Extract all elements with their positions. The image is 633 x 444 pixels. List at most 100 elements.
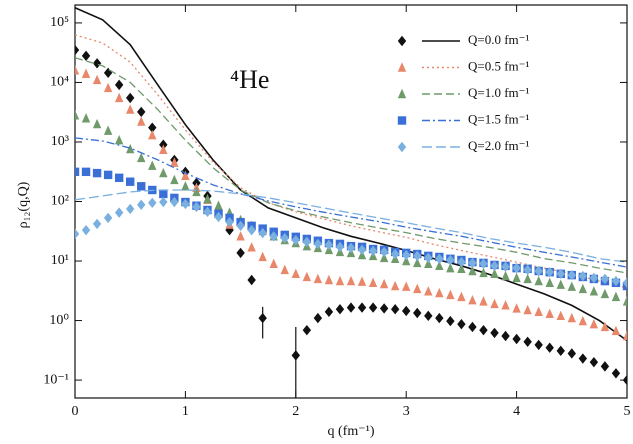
marker <box>126 143 135 154</box>
marker <box>346 275 356 286</box>
marker <box>512 272 521 283</box>
marker <box>424 310 433 322</box>
marker <box>148 129 157 140</box>
marker <box>435 287 444 298</box>
marker <box>402 281 411 291</box>
marker <box>490 260 499 272</box>
marker <box>545 342 554 353</box>
marker <box>424 258 433 268</box>
marker <box>402 255 411 266</box>
marker <box>192 186 201 197</box>
marker <box>247 242 256 252</box>
marker <box>159 167 168 178</box>
y-tick-label: 10³ <box>51 134 69 149</box>
marker <box>225 224 234 236</box>
marker <box>335 304 345 315</box>
marker <box>512 303 521 313</box>
marker <box>545 308 554 318</box>
marker <box>402 305 411 317</box>
marker <box>92 118 102 129</box>
curve <box>75 34 627 289</box>
marker <box>181 198 190 210</box>
marker <box>622 281 627 291</box>
marker <box>479 324 488 336</box>
marker <box>313 238 323 250</box>
marker <box>435 260 444 271</box>
marker <box>92 168 102 178</box>
marker <box>368 302 378 313</box>
curve <box>75 189 627 263</box>
marker <box>490 268 499 279</box>
marker <box>137 152 146 163</box>
marker <box>75 228 80 240</box>
marker <box>556 345 565 357</box>
marker <box>114 207 124 218</box>
marker <box>159 144 168 154</box>
marker <box>534 306 543 317</box>
marker <box>545 277 554 288</box>
marker <box>578 353 588 364</box>
marker <box>490 327 499 339</box>
marker <box>413 307 422 319</box>
marker <box>446 262 455 273</box>
marker <box>379 252 389 263</box>
marker <box>545 266 554 278</box>
curve <box>75 6 627 342</box>
marker <box>512 333 521 345</box>
marker <box>357 244 367 256</box>
marker <box>446 315 455 327</box>
marker <box>114 173 124 183</box>
marker <box>534 265 543 277</box>
marker <box>512 262 521 274</box>
curve <box>75 137 627 268</box>
marker <box>214 200 223 210</box>
marker <box>114 135 124 145</box>
marker <box>523 336 532 347</box>
curve <box>75 57 627 274</box>
marker <box>324 274 334 285</box>
marker <box>622 330 627 341</box>
marker <box>578 270 588 282</box>
marker <box>126 177 135 186</box>
marker <box>225 216 234 228</box>
marker <box>534 275 543 286</box>
marker <box>501 330 510 342</box>
marker <box>137 182 146 191</box>
marker <box>567 269 576 281</box>
x-tick-label: 5 <box>624 404 631 419</box>
marker <box>424 252 433 264</box>
marker <box>397 116 407 125</box>
marker <box>501 270 510 281</box>
marker <box>600 361 610 372</box>
legend-label: Q=1.0 fm⁻¹ <box>468 85 530 100</box>
marker <box>424 286 433 296</box>
marker <box>622 296 627 306</box>
marker <box>75 44 80 56</box>
marker <box>379 278 389 289</box>
marker <box>335 241 345 253</box>
marker <box>159 196 168 208</box>
marker <box>137 106 146 118</box>
marker <box>589 356 599 368</box>
marker <box>556 268 565 280</box>
marker <box>600 321 610 332</box>
marker <box>490 298 499 309</box>
marker <box>170 196 179 208</box>
marker <box>103 67 113 79</box>
marker <box>523 264 532 276</box>
marker <box>446 289 455 300</box>
marker <box>236 247 245 259</box>
marker <box>92 74 102 85</box>
marker <box>413 250 422 262</box>
marker <box>600 273 610 285</box>
marker <box>214 211 223 223</box>
marker <box>103 212 113 224</box>
marker <box>611 275 621 287</box>
marker <box>81 167 91 177</box>
x-tick-label: 2 <box>292 404 299 419</box>
marker <box>397 35 407 47</box>
marker <box>75 110 80 120</box>
x-tick-label: 4 <box>513 404 520 419</box>
marker <box>236 231 245 241</box>
